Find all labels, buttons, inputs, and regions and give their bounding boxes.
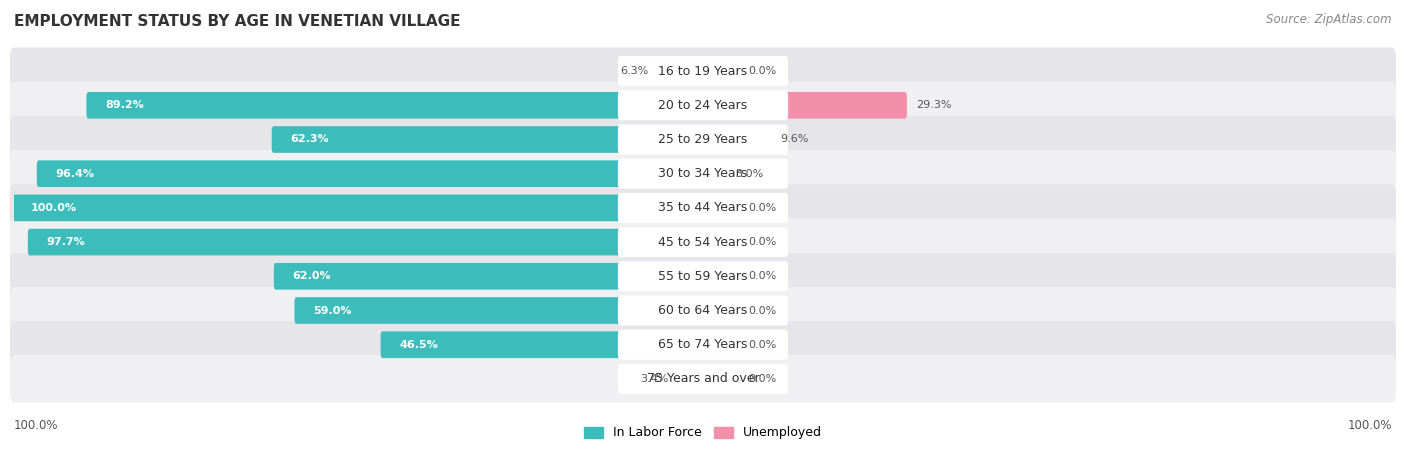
FancyBboxPatch shape [617,159,789,189]
FancyBboxPatch shape [617,364,789,394]
Text: 6.3%: 6.3% [620,66,648,76]
Text: 0.0%: 0.0% [748,340,776,350]
Text: Source: ZipAtlas.com: Source: ZipAtlas.com [1267,14,1392,27]
Text: 35 to 44 Years: 35 to 44 Years [658,202,748,214]
FancyBboxPatch shape [702,331,740,358]
Text: 60 to 64 Years: 60 to 64 Years [658,304,748,317]
Text: 9.6%: 9.6% [780,135,808,144]
Text: 30 to 34 Years: 30 to 34 Years [658,167,748,180]
FancyBboxPatch shape [294,297,704,324]
FancyBboxPatch shape [10,116,1396,163]
Text: 96.4%: 96.4% [55,169,94,179]
Text: 59.0%: 59.0% [314,306,352,315]
FancyBboxPatch shape [617,330,789,360]
Text: 46.5%: 46.5% [399,340,437,350]
FancyBboxPatch shape [13,194,704,221]
Text: 100.0%: 100.0% [31,203,76,213]
FancyBboxPatch shape [617,261,789,291]
FancyBboxPatch shape [617,296,789,325]
FancyBboxPatch shape [381,331,704,358]
FancyBboxPatch shape [617,193,789,223]
FancyBboxPatch shape [86,92,704,119]
FancyBboxPatch shape [10,219,1396,266]
FancyBboxPatch shape [702,229,740,256]
FancyBboxPatch shape [678,365,704,392]
FancyBboxPatch shape [702,92,907,119]
FancyBboxPatch shape [658,58,704,85]
FancyBboxPatch shape [10,356,1396,402]
Text: 0.0%: 0.0% [748,237,776,247]
Text: 0.0%: 0.0% [748,374,776,384]
Text: 45 to 54 Years: 45 to 54 Years [658,236,748,248]
FancyBboxPatch shape [702,365,740,392]
FancyBboxPatch shape [10,150,1396,197]
Text: 29.3%: 29.3% [915,100,952,110]
Text: 0.0%: 0.0% [748,203,776,213]
FancyBboxPatch shape [617,90,789,120]
Text: 3.0%: 3.0% [735,169,763,179]
Text: EMPLOYMENT STATUS BY AGE IN VENETIAN VILLAGE: EMPLOYMENT STATUS BY AGE IN VENETIAN VIL… [14,14,461,28]
Text: 25 to 29 Years: 25 to 29 Years [658,133,748,146]
FancyBboxPatch shape [617,56,789,86]
Legend: In Labor Force, Unemployed: In Labor Force, Unemployed [579,422,827,445]
Text: 62.0%: 62.0% [292,271,330,281]
FancyBboxPatch shape [28,229,704,256]
FancyBboxPatch shape [617,227,789,257]
Text: 0.0%: 0.0% [748,271,776,281]
Text: 0.0%: 0.0% [748,306,776,315]
Text: 89.2%: 89.2% [105,100,143,110]
Text: 75 Years and over: 75 Years and over [647,373,759,385]
FancyBboxPatch shape [274,263,704,290]
FancyBboxPatch shape [10,82,1396,129]
FancyBboxPatch shape [702,297,740,324]
Text: 100.0%: 100.0% [14,419,59,432]
FancyBboxPatch shape [10,253,1396,300]
Text: 65 to 74 Years: 65 to 74 Years [658,338,748,351]
FancyBboxPatch shape [10,287,1396,334]
FancyBboxPatch shape [702,58,740,85]
FancyBboxPatch shape [702,160,725,187]
Text: 3.4%: 3.4% [640,374,669,384]
FancyBboxPatch shape [10,321,1396,368]
Text: 97.7%: 97.7% [46,237,86,247]
FancyBboxPatch shape [617,125,789,154]
Text: 100.0%: 100.0% [1347,419,1392,432]
FancyBboxPatch shape [10,184,1396,231]
FancyBboxPatch shape [37,160,704,187]
Text: 55 to 59 Years: 55 to 59 Years [658,270,748,283]
FancyBboxPatch shape [271,126,704,153]
Text: 0.0%: 0.0% [748,66,776,76]
Text: 16 to 19 Years: 16 to 19 Years [658,65,748,77]
FancyBboxPatch shape [702,194,740,221]
FancyBboxPatch shape [702,126,772,153]
FancyBboxPatch shape [10,48,1396,94]
FancyBboxPatch shape [702,263,740,290]
Text: 62.3%: 62.3% [290,135,329,144]
Text: 20 to 24 Years: 20 to 24 Years [658,99,748,112]
